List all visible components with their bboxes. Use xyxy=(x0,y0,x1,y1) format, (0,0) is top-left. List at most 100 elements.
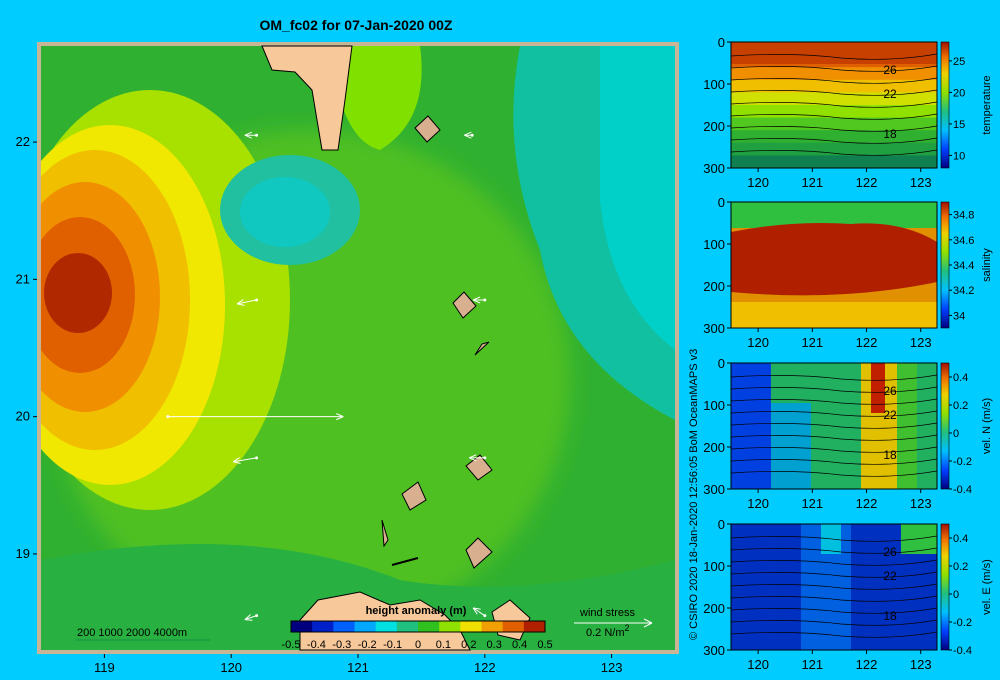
colorbar-tick-label: 34.8 xyxy=(953,210,974,222)
wind-vector xyxy=(236,298,259,306)
contour-line xyxy=(731,458,937,465)
map-x-tick-label: 120 xyxy=(220,660,242,675)
wind-vector xyxy=(472,607,487,618)
contour-line xyxy=(731,446,937,453)
field-band-north-lime xyxy=(330,46,422,150)
wind-vector xyxy=(464,131,474,139)
wind-stress-superscript: 2 xyxy=(625,623,630,633)
panel-variable-label: salinity xyxy=(981,248,993,282)
contour-line xyxy=(731,422,937,429)
depth-tick-label: 0 xyxy=(718,356,725,371)
panel-border xyxy=(730,41,938,169)
depth-tick-label: 0 xyxy=(718,35,725,50)
wind-stress-legend: wind stress 0.2 N/m2 xyxy=(574,607,653,639)
land-island xyxy=(465,454,493,481)
wind-vector xyxy=(244,614,259,621)
land-taiwan xyxy=(261,45,353,151)
depth-tick-label: 300 xyxy=(703,482,725,497)
contour-label: 18 xyxy=(883,448,897,462)
credit-text: © CSIRO 2020 18-Jan-2020 12:56:05 BoM Oc… xyxy=(688,349,700,640)
colorbar-tick-label: -0.2 xyxy=(953,617,972,629)
contour-line xyxy=(731,559,937,566)
contour-line xyxy=(731,535,937,542)
colorbar-tick-label: 34.6 xyxy=(953,235,974,247)
lon-tick-label: 122 xyxy=(856,657,878,672)
panel-variable-label: vel. E (m/s) xyxy=(981,559,993,615)
panel-border xyxy=(730,362,938,490)
colorbar-tick-label: -0.2 xyxy=(358,639,377,651)
colorbar-segments xyxy=(290,620,546,633)
contour-line xyxy=(731,89,937,96)
depth-tick-label: 300 xyxy=(703,161,725,176)
map-y-tick-label: 21 xyxy=(16,271,30,286)
contour-label: 22 xyxy=(883,408,897,422)
map-y-tick-label: 20 xyxy=(16,409,30,424)
contour-label: 26 xyxy=(883,63,897,77)
depth-tick-label: 0 xyxy=(718,195,725,210)
salinity-band xyxy=(731,302,937,328)
contour-line xyxy=(731,53,937,60)
colorbar-segment xyxy=(481,621,504,632)
wind-vector xyxy=(166,413,344,421)
colorbar-segment xyxy=(460,621,482,632)
colorbar-tick-label: -0.5 xyxy=(282,639,301,651)
field-low-east-core xyxy=(600,46,675,350)
colorbar-tick-label: 0.1 xyxy=(436,639,451,651)
panel-border xyxy=(730,201,938,329)
height-anomaly-colorbar: height anomaly (m) -0.5 -0.4 -0.3 -0.2 -0.1 0… xyxy=(282,605,553,651)
contour-label: 22 xyxy=(883,569,897,583)
contour-label: 18 xyxy=(883,127,897,141)
colorbar-tick-label: -0.1 xyxy=(383,639,402,651)
colorbar-tick-label: -0.3 xyxy=(332,639,351,651)
contour-line xyxy=(731,65,937,72)
colorbar-segment xyxy=(333,621,355,632)
depth-tick-label: 100 xyxy=(703,77,725,92)
lon-tick-label: 123 xyxy=(910,175,932,190)
wind-stress-scale: 0.2 N/m2 xyxy=(586,623,630,639)
contour-line xyxy=(731,595,937,602)
colorbar-tick-label: 34.4 xyxy=(953,260,974,272)
depth-tick-label: 100 xyxy=(703,237,725,252)
colorbar-segment xyxy=(354,621,377,632)
map-y-axis: 22 21 20 19 xyxy=(16,134,37,561)
wind-vectors xyxy=(166,131,487,621)
panel-colorbar xyxy=(940,523,950,651)
contour-line xyxy=(731,137,937,144)
lon-tick-label: 123 xyxy=(910,335,932,350)
section-panel-temp: 26 22 18 0 100 200 300 120 121 122 123 25 20 15 10 temp… xyxy=(703,35,993,190)
contour-line xyxy=(731,470,937,477)
temperature-band xyxy=(731,117,937,132)
land-island xyxy=(381,519,389,548)
contour-line xyxy=(731,101,937,108)
contour-line xyxy=(731,434,937,441)
map-y-tick-label: 22 xyxy=(16,134,30,149)
section-panel-vele: 26 22 18 0 100 200 300 120 121 122 123 0.4 0.2 0 -0.2 -… xyxy=(703,517,993,672)
velocity-field xyxy=(771,403,811,489)
land-island xyxy=(474,341,490,356)
wind-vector xyxy=(244,131,259,139)
colorbar-tick-label: 0.2 xyxy=(953,561,968,573)
contour-line xyxy=(731,607,937,614)
contour-line xyxy=(731,571,937,578)
land-island xyxy=(391,557,419,566)
colorbar-title: height anomaly (m) xyxy=(366,605,467,617)
colorbar-tick-label: 0 xyxy=(953,428,959,440)
temperature-band xyxy=(731,155,937,168)
contour-line xyxy=(731,113,937,120)
wind-stress-arrowhead xyxy=(643,618,653,628)
colorbar-tick-label: 0.4 xyxy=(512,639,527,651)
lon-tick-label: 121 xyxy=(801,657,823,672)
map-plot-area xyxy=(41,46,675,650)
velocity-southward-core xyxy=(731,363,771,489)
colorbar-segment xyxy=(439,621,461,632)
panel-border xyxy=(730,523,938,651)
figure-title: OM_fc02 for 07-Jan-2020 00Z xyxy=(260,17,453,33)
colorbar-tick-label: 0 xyxy=(415,639,421,651)
colorbar-segment xyxy=(502,621,525,632)
colorbar-segment xyxy=(312,621,334,632)
colorbar-tick-label: 0.2 xyxy=(461,639,476,651)
colorbar-segment xyxy=(523,621,546,632)
lon-tick-label: 121 xyxy=(801,175,823,190)
